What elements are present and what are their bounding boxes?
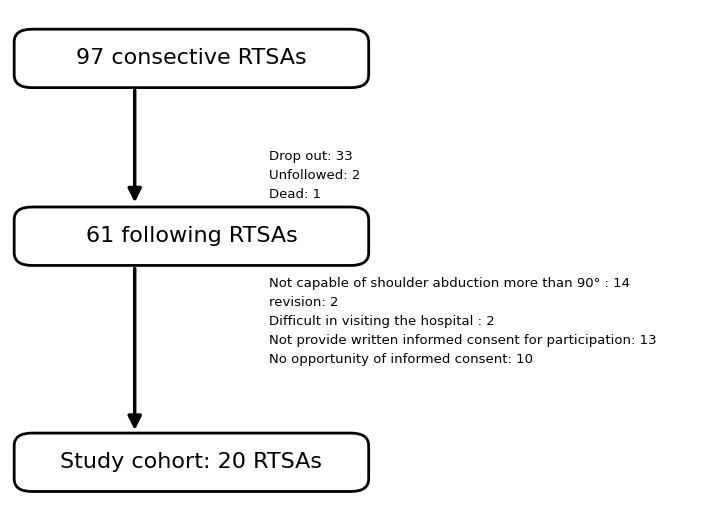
Text: Study cohort: 20 RTSAs: Study cohort: 20 RTSAs: [60, 452, 323, 472]
Text: Not capable of shoulder abduction more than 90° : 14
revision: 2
Difficult in vi: Not capable of shoulder abduction more t…: [269, 277, 657, 366]
Text: Drop out: 33
Unfollowed: 2
Dead: 1: Drop out: 33 Unfollowed: 2 Dead: 1: [269, 150, 361, 201]
FancyBboxPatch shape: [14, 29, 369, 87]
FancyBboxPatch shape: [14, 433, 369, 492]
FancyBboxPatch shape: [14, 207, 369, 265]
Text: 97 consective RTSAs: 97 consective RTSAs: [76, 48, 307, 69]
Text: 61 following RTSAs: 61 following RTSAs: [86, 226, 297, 246]
